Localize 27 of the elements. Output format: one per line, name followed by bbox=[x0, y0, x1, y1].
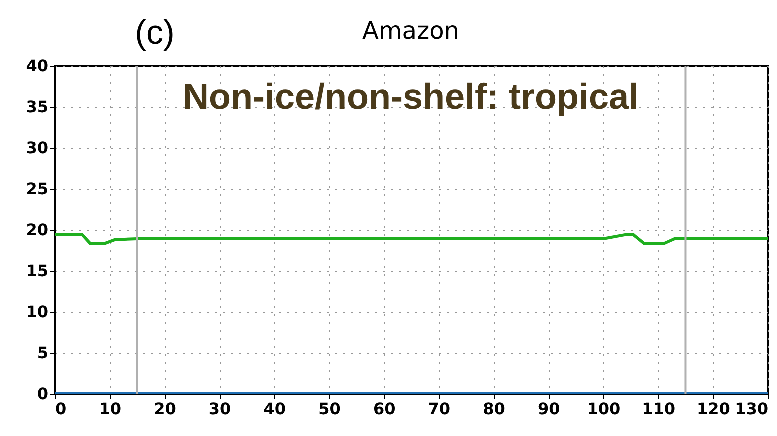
x-tick-label: 60 bbox=[373, 400, 396, 418]
x-tick-label: 70 bbox=[428, 400, 451, 418]
x-tick-label: 20 bbox=[154, 400, 176, 418]
y-tick-label: 35 bbox=[26, 98, 48, 116]
y-tick-label: 25 bbox=[26, 180, 48, 198]
x-tick-label: 90 bbox=[538, 400, 560, 418]
x-tick-label: 50 bbox=[318, 400, 341, 418]
x-tick-label: 10 bbox=[99, 400, 122, 418]
y-tick-label: 10 bbox=[26, 302, 48, 322]
y-tick-label: 20 bbox=[26, 220, 48, 240]
x-tick-label: 40 bbox=[264, 400, 286, 418]
x-tick-label: 100 bbox=[587, 400, 621, 418]
text: (c) bbox=[135, 14, 175, 52]
y-tick-label: 5 bbox=[37, 344, 48, 362]
x-tick-label: 80 bbox=[483, 400, 506, 418]
x-tick-label: 0 bbox=[56, 400, 67, 418]
chart-title: Amazon bbox=[362, 17, 460, 45]
y-tick-label: 40 bbox=[26, 56, 48, 76]
annotation: Non-ice/non-shelf: tropical bbox=[182, 76, 640, 117]
y-tick-label: 30 bbox=[26, 138, 48, 158]
y-tick-label: 15 bbox=[26, 262, 48, 280]
x-tick-label: 30 bbox=[208, 400, 232, 418]
x-tick-label: 130 bbox=[735, 400, 768, 418]
x-tick-label: 120 bbox=[696, 400, 730, 418]
line-series bbox=[55, 233, 768, 246]
x-tick-label: 110 bbox=[642, 400, 676, 418]
y-tick-label: 0 bbox=[37, 384, 48, 404]
